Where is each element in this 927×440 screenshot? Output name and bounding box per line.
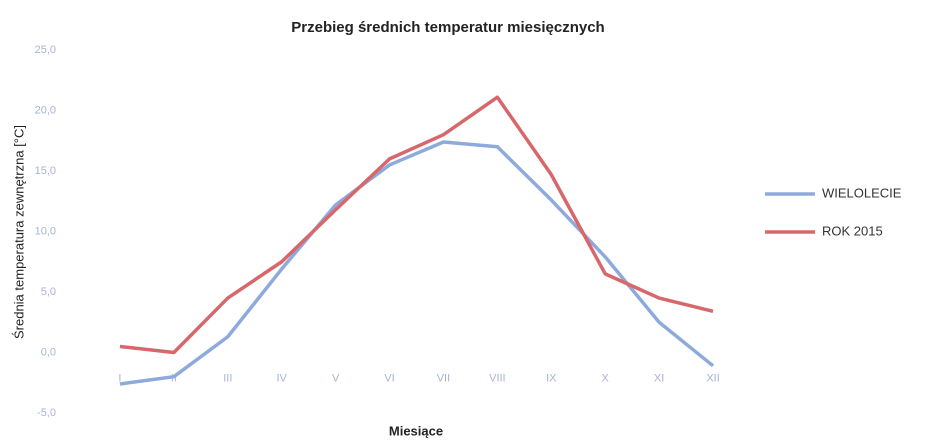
x-tick-label: X [602, 372, 610, 384]
x-tick-label: VII [437, 372, 450, 384]
legend-label: WIELOLECIE [822, 185, 902, 200]
line-series [119, 95, 714, 355]
y-tick-label: 5,0 [41, 286, 56, 298]
chart-title: Przebieg średnich temperatur miesięcznyc… [291, 19, 604, 36]
y-tick-label: 10,0 [35, 225, 56, 237]
x-tick-label: XII [706, 372, 719, 384]
x-tick-label: VI [384, 372, 394, 384]
x-axis-label: Miesiące [389, 423, 443, 438]
line-series [119, 140, 715, 386]
legend-label: ROK 2015 [822, 223, 883, 238]
x-tick-label: IX [546, 372, 557, 384]
y-tick-label: 20,0 [35, 104, 56, 116]
y-tick-label: -5,0 [37, 407, 56, 419]
y-tick-label: 25,0 [35, 44, 56, 56]
y-tick-label: 0,0 [41, 346, 56, 358]
x-tick-label: III [223, 372, 232, 384]
y-axis-label: Średnia temperatura zewnętrzna [°C] [11, 125, 26, 339]
x-tick-label: VIII [489, 372, 506, 384]
x-tick-label: IV [277, 372, 288, 384]
x-tick-label: V [332, 372, 340, 384]
x-tick-label: I [118, 372, 121, 384]
y-tick-label: 15,0 [35, 165, 56, 177]
x-tick-label: XI [654, 372, 664, 384]
